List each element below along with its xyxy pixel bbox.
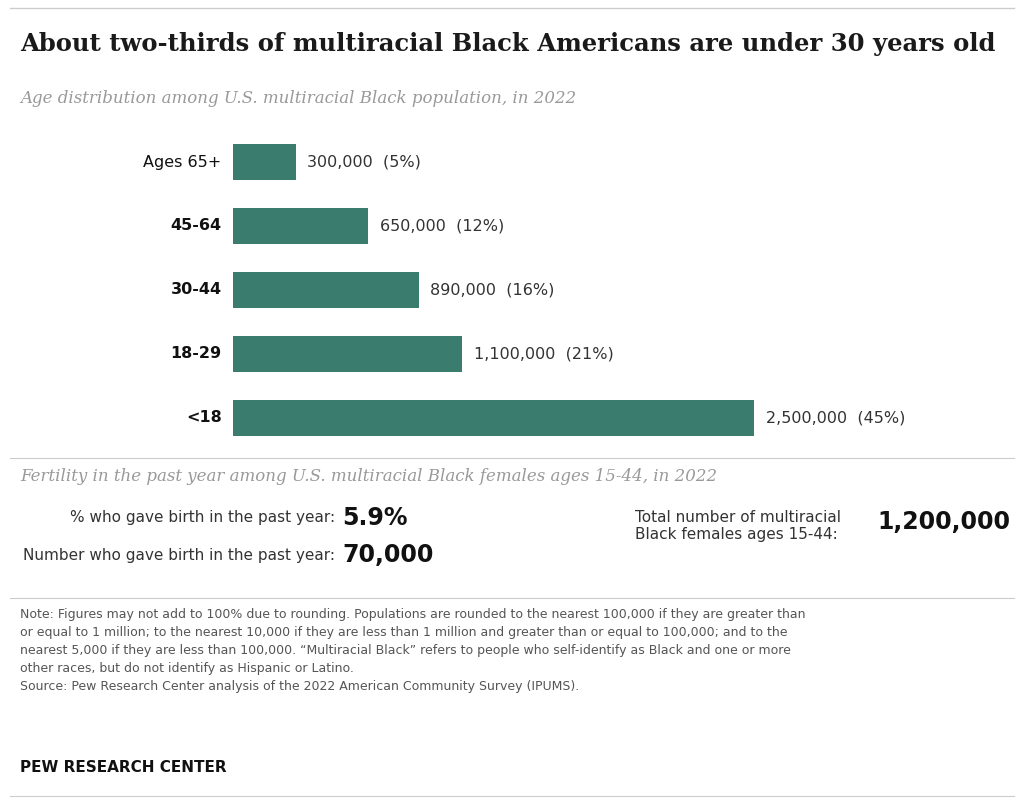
Text: 300,000  (5%): 300,000 (5%) bbox=[307, 155, 421, 169]
Text: 30-44: 30-44 bbox=[170, 282, 221, 298]
Text: 1,200,000: 1,200,000 bbox=[877, 510, 1010, 534]
Text: 45-64: 45-64 bbox=[170, 218, 221, 233]
Text: Number who gave birth in the past year:: Number who gave birth in the past year: bbox=[23, 548, 335, 563]
Text: 70,000: 70,000 bbox=[342, 543, 433, 567]
Text: Source: Pew Research Center analysis of the 2022 American Community Survey (IPUM: Source: Pew Research Center analysis of … bbox=[20, 680, 580, 693]
Bar bbox=[233, 144, 296, 180]
Text: Note: Figures may not add to 100% due to rounding. Populations are rounded to th: Note: Figures may not add to 100% due to… bbox=[20, 608, 806, 621]
Text: Fertility in the past year among U.S. multiracial Black females ages 15-44, in 2: Fertility in the past year among U.S. mu… bbox=[20, 468, 717, 485]
Text: PEW RESEARCH CENTER: PEW RESEARCH CENTER bbox=[20, 760, 226, 775]
Text: other races, but do not identify as Hispanic or Latino.: other races, but do not identify as Hisp… bbox=[20, 662, 354, 675]
Bar bbox=[233, 209, 369, 244]
Text: 2,500,000  (45%): 2,500,000 (45%) bbox=[766, 411, 905, 426]
Text: Total number of multiracial
Black females ages 15-44:: Total number of multiracial Black female… bbox=[635, 510, 841, 542]
Bar bbox=[233, 273, 419, 308]
Text: % who gave birth in the past year:: % who gave birth in the past year: bbox=[70, 510, 335, 525]
Bar bbox=[233, 400, 754, 435]
Text: nearest 5,000 if they are less than 100,000. “Multiracial Black” refers to peopl: nearest 5,000 if they are less than 100,… bbox=[20, 644, 791, 657]
Text: 890,000  (16%): 890,000 (16%) bbox=[430, 282, 554, 298]
Text: 5.9%: 5.9% bbox=[342, 506, 408, 530]
Text: or equal to 1 million; to the nearest 10,000 if they are less than 1 million and: or equal to 1 million; to the nearest 10… bbox=[20, 626, 787, 639]
Bar bbox=[233, 336, 462, 371]
Text: Age distribution among U.S. multiracial Black population, in 2022: Age distribution among U.S. multiracial … bbox=[20, 90, 577, 107]
Text: 650,000  (12%): 650,000 (12%) bbox=[380, 218, 504, 233]
Text: 18-29: 18-29 bbox=[170, 346, 221, 362]
Text: About two-thirds of multiracial Black Americans are under 30 years old: About two-thirds of multiracial Black Am… bbox=[20, 32, 995, 56]
Text: 1,100,000  (21%): 1,100,000 (21%) bbox=[474, 346, 613, 362]
Text: <18: <18 bbox=[185, 411, 221, 426]
Text: Ages 65+: Ages 65+ bbox=[143, 155, 221, 169]
